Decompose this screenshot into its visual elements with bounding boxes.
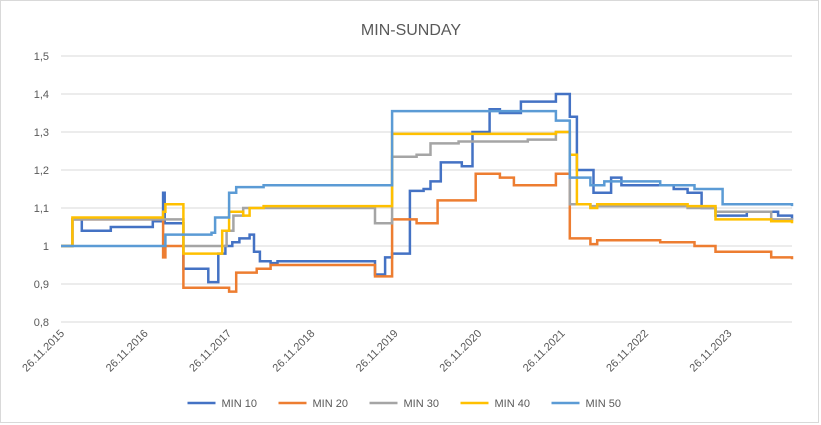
chart-title: MIN-SUNDAY [361, 22, 461, 39]
y-axis-tick-labels: 0,8 0,9 1 1,1 1,2 1,3 1,4 1,5 [34, 51, 49, 329]
y-tick-label: 1,1 [34, 203, 49, 215]
x-tick-label: 26.11.2020 [438, 328, 485, 375]
y-tick-label: 0,8 [34, 317, 49, 329]
legend: MIN 10 MIN 20 MIN 30 MIN 40 MIN 50 [187, 398, 621, 410]
x-tick-label: 26.11.2023 [688, 328, 735, 375]
x-tick-label: 26.11.2021 [521, 328, 568, 375]
y-tick-label: 1,4 [34, 89, 49, 101]
series-lines [61, 92, 794, 293]
y-tick-label: 0,9 [34, 279, 49, 291]
y-tick-label: 1,5 [34, 51, 49, 63]
series-line-min-10 [61, 92, 794, 284]
y-tick-label: 1,3 [34, 127, 49, 139]
x-axis-tick-labels: 26.11.2015 26.11.2016 26.11.2017 26.11.2018… [20, 328, 734, 375]
legend-label: MIN 20 [313, 398, 348, 410]
legend-label: MIN 50 [586, 398, 621, 410]
x-tick-label: 26.11.2019 [354, 328, 401, 375]
x-tick-label: 26.11.2017 [187, 328, 234, 375]
y-tick-label: 1 [43, 241, 49, 253]
series-line-min-40 [61, 130, 794, 255]
y-tick-label: 1,2 [34, 165, 49, 177]
x-tick-label: 26.11.2016 [104, 328, 151, 375]
x-tick-label: 26.11.2015 [20, 328, 67, 375]
legend-label: MIN 30 [404, 398, 439, 410]
legend-label: MIN 40 [495, 398, 530, 410]
legend-label: MIN 10 [222, 398, 257, 410]
x-tick-label: 26.11.2018 [271, 328, 318, 375]
series-line-min-50 [61, 109, 794, 248]
x-tick-label: 26.11.2022 [604, 328, 651, 375]
series-line-min-20 [61, 172, 794, 293]
